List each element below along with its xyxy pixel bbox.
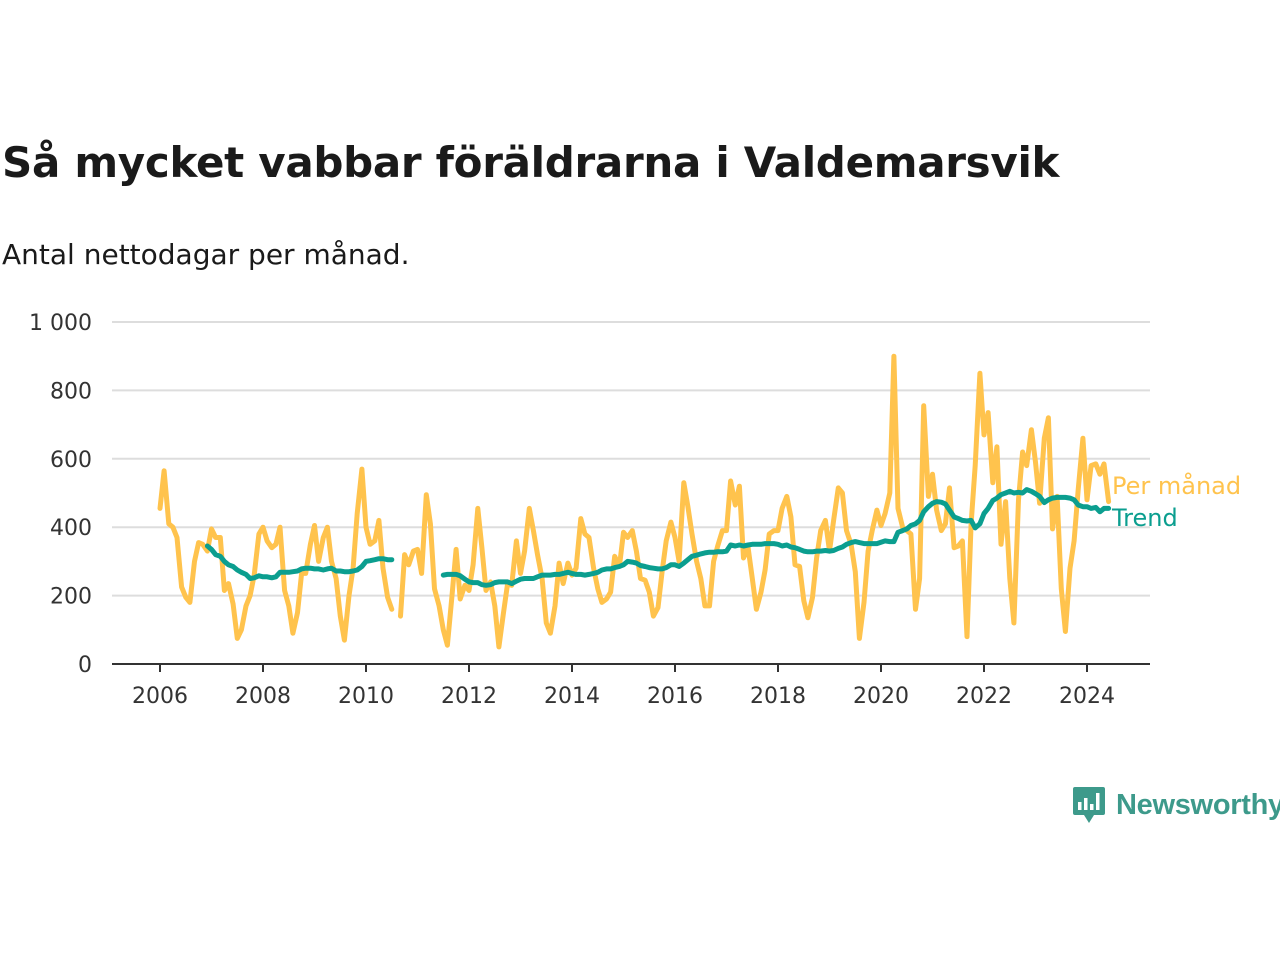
y-tick-label: 800 <box>50 379 92 404</box>
x-tick-label: 2022 <box>956 684 1012 709</box>
y-tick-label: 1 000 <box>29 311 92 336</box>
y-axis-ticks: 0 200 400 600 800 1 000 <box>29 311 92 678</box>
x-tick-label: 2014 <box>544 684 600 709</box>
x-tick-label: 2006 <box>132 684 188 709</box>
y-tick-label: 200 <box>50 585 92 610</box>
x-tick-label: 2018 <box>750 684 806 709</box>
series-label-trend: Trend <box>1111 504 1178 532</box>
x-tick-label: 2024 <box>1059 684 1115 709</box>
x-tick-label: 2010 <box>338 684 394 709</box>
chart-title: Så mycket vabbar föräldrarna i Valdemars… <box>2 138 1060 187</box>
x-tick-label: 2012 <box>441 684 497 709</box>
series-line-per-manad <box>398 353 1112 650</box>
series-line-trend <box>204 543 395 581</box>
series-labels: Per månad Trend <box>1111 471 1241 532</box>
newsworthy-logo-icon <box>1073 787 1105 823</box>
series-line-trend <box>440 487 1112 588</box>
x-tick-label: 2008 <box>235 684 291 709</box>
series-lines <box>157 353 1112 650</box>
y-tick-label: 400 <box>50 516 92 541</box>
y-tick-label: 600 <box>50 448 92 473</box>
x-axis: 2006 2008 2010 2012 2014 2016 2018 2020 2022 2024 <box>112 663 1150 709</box>
x-tick-label: 2016 <box>647 684 703 709</box>
y-tick-label: 0 <box>78 653 92 678</box>
x-tick-label: 2020 <box>853 684 909 709</box>
brand-logo[interactable]: Newsworthy <box>1072 784 1280 826</box>
series-line-per-manad <box>157 466 395 643</box>
chart-subtitle: Antal nettodagar per månad. <box>2 238 410 271</box>
series-label-per-manad: Per månad <box>1112 471 1241 500</box>
brand-name: Newsworthy <box>1116 788 1280 821</box>
